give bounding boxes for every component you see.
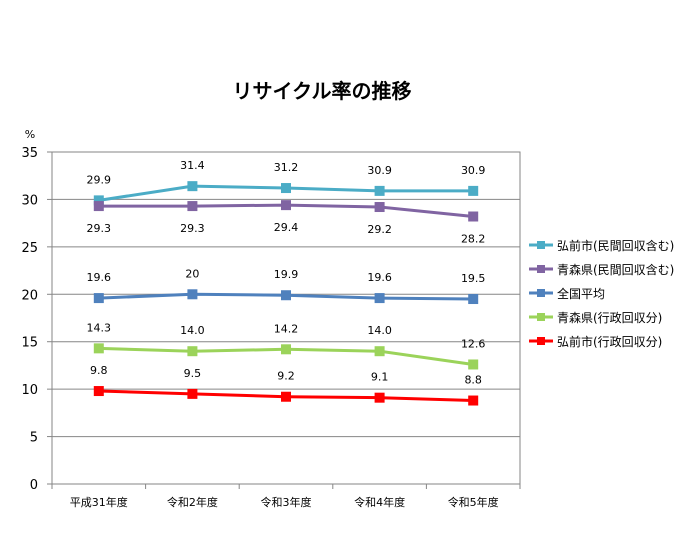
series-lines	[93, 181, 479, 406]
data-label: 14.0	[180, 324, 205, 337]
data-label: 9.8	[90, 364, 108, 377]
data-point-marker	[468, 211, 479, 222]
data-point-marker	[374, 185, 385, 196]
data-point-marker	[468, 294, 479, 305]
data-point-marker	[374, 293, 385, 304]
data-label: 9.1	[371, 371, 389, 384]
data-point-marker	[281, 200, 291, 211]
data-point-marker	[281, 183, 291, 194]
data-point-marker	[93, 293, 104, 304]
x-tick-label: 令和4年度	[354, 495, 405, 509]
data-point-marker	[93, 343, 104, 354]
data-point-marker	[281, 290, 291, 301]
data-label: 9.5	[184, 367, 202, 380]
data-label: 30.9	[367, 164, 392, 177]
data-label: 29.9	[87, 173, 112, 186]
data-label: 19.9	[274, 268, 299, 281]
data-point-marker	[374, 202, 385, 213]
data-label: 14.0	[367, 324, 392, 337]
legend-marker	[537, 337, 545, 345]
data-point-marker	[468, 395, 479, 406]
legend-label: 弘前市(行政回収分)	[557, 334, 662, 349]
data-point-marker	[187, 181, 198, 192]
data-label: 29.4	[274, 221, 299, 234]
data-label: 19.5	[461, 272, 486, 285]
data-point-marker	[187, 289, 198, 300]
data-point-marker	[281, 391, 291, 402]
chart-title: リサイクル率の推移	[233, 79, 412, 103]
data-label: 28.2	[461, 233, 486, 246]
data-point-marker	[187, 346, 198, 357]
data-label: 14.2	[274, 322, 299, 335]
legend-marker	[537, 289, 545, 297]
legend-label: 全国平均	[557, 286, 605, 301]
data-label: 30.9	[461, 164, 486, 177]
legend-marker	[537, 241, 545, 249]
legend-marker	[537, 265, 545, 273]
data-labels: 29.9 31.4 31.2 30.9 30.9 29.3 29.3 29.4 29.2 28.2…	[87, 159, 486, 386]
data-point-marker	[468, 359, 479, 370]
data-label: 29.2	[367, 223, 392, 236]
y-tick-label: 5	[30, 431, 38, 446]
y-tick-label: 30	[21, 193, 38, 208]
data-label: 20	[185, 267, 199, 280]
x-tick-label: 平成31年度	[70, 495, 128, 509]
legend-label: 弘前市(民間回収含む)	[557, 238, 674, 253]
x-tick-label: 令和2年度	[167, 495, 218, 509]
y-tick-label: 20	[21, 288, 38, 303]
data-label: 12.6	[461, 337, 486, 350]
grid-lines	[52, 198, 520, 438]
data-label: 31.2	[274, 161, 299, 174]
y-tick-label: 35	[21, 146, 38, 161]
legend-label: 青森県(民間回収含む)	[557, 262, 674, 277]
y-tick-label: 0	[30, 478, 38, 493]
data-point-marker	[187, 201, 198, 212]
y-tick-label: 10	[21, 383, 38, 398]
data-label: 29.3	[87, 222, 112, 235]
data-point-marker	[93, 386, 104, 397]
data-label: 9.2	[277, 370, 295, 383]
data-point-marker	[93, 201, 104, 212]
data-label: 8.8	[464, 374, 482, 387]
x-tick-label: 令和5年度	[448, 495, 499, 509]
data-point-marker	[374, 346, 385, 357]
x-tick-label: 令和3年度	[261, 495, 312, 509]
legend-marker	[537, 313, 545, 321]
data-point-marker	[93, 195, 104, 206]
data-point-marker	[468, 185, 479, 196]
legend-label: 青森県(行政回収分)	[557, 310, 662, 325]
data-label: 29.3	[180, 222, 205, 235]
y-tick-label: 15	[21, 336, 38, 351]
data-label: 31.4	[180, 159, 205, 172]
data-label: 14.3	[87, 321, 112, 334]
data-point-marker	[187, 388, 198, 399]
data-label: 19.6	[367, 271, 392, 284]
y-axis-unit-label: %	[25, 128, 35, 141]
plot-area	[51, 151, 521, 485]
axes: 0 5 10 15 20 25 30 35 平成31年度 令和2年度 令和3年度 令和4年度 令和5年度	[21, 146, 521, 509]
data-point-marker	[281, 344, 291, 355]
y-tick-label: 25	[21, 241, 38, 256]
data-point-marker	[374, 392, 385, 403]
data-label: 19.6	[87, 271, 112, 284]
